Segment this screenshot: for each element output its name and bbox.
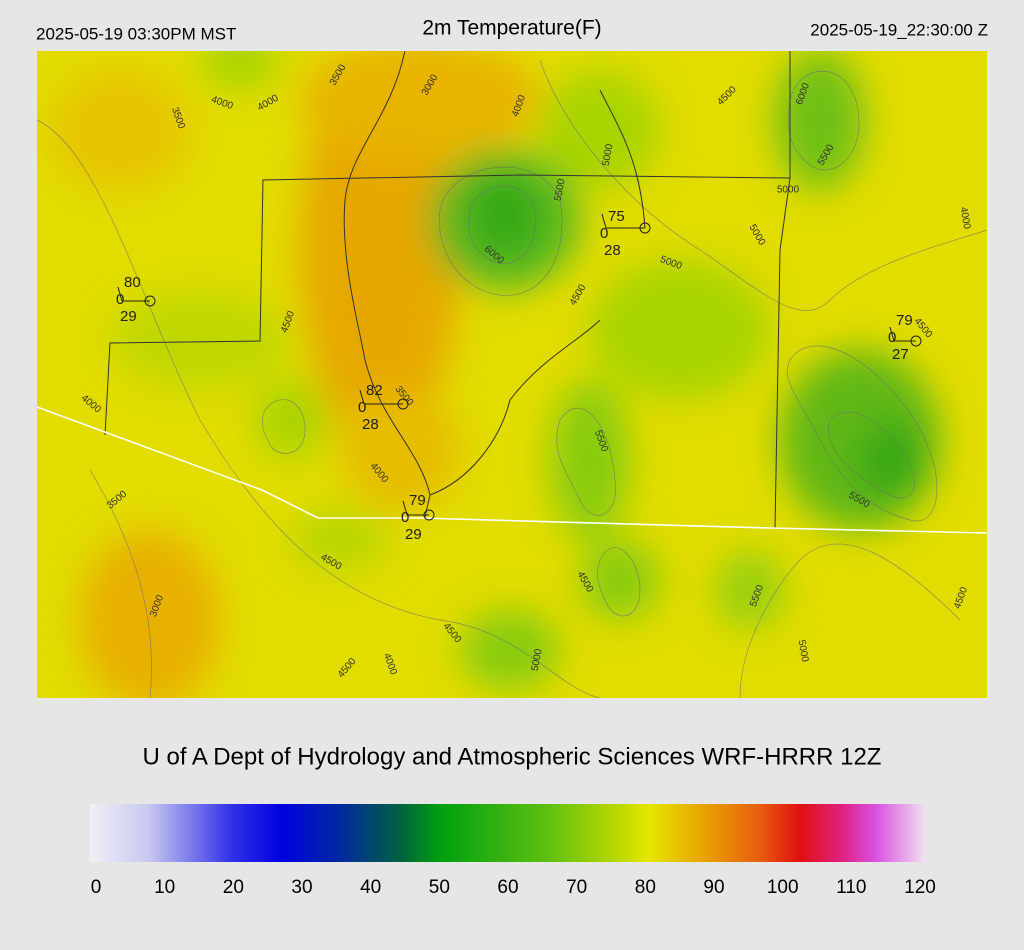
contour-label: 5000 — [796, 639, 811, 663]
colorbar-tick-label: 80 — [635, 877, 656, 898]
wind-barb-tick — [889, 326, 895, 342]
contour-label: 5500 — [553, 178, 568, 202]
wind-barb-tick — [601, 213, 607, 229]
colorbar-tick-label: 110 — [836, 877, 866, 898]
station-temperature: 80 — [124, 274, 141, 291]
wind-barb-tick — [402, 500, 408, 516]
station-wind: 0 — [401, 509, 409, 526]
temperature-shading — [50, 51, 940, 698]
valid-time-local: 2025-05-19 03:30PM MST — [36, 24, 236, 43]
station-dewpoint: 29 — [405, 526, 422, 543]
colorbar-tick-label: 40 — [360, 877, 381, 898]
station-dewpoint: 29 — [120, 308, 137, 325]
station-temperature: 82 — [366, 382, 383, 399]
boundaries — [104, 51, 791, 529]
colorbar-tick-group: 0 10 20 30 40 50 60 70 80 90 100 110 120 — [91, 877, 936, 898]
contour-label: 5000 — [530, 648, 545, 672]
colorbar-tick-label: 100 — [767, 877, 799, 898]
colorbar-tick-label: 70 — [566, 877, 587, 898]
colorbar-tick-label: 120 — [904, 877, 936, 898]
credit: U of A Dept of Hydrology and Atmospheric… — [143, 743, 882, 770]
colorbar — [90, 804, 925, 862]
station-wind: 0 — [888, 329, 896, 346]
station-marker — [144, 295, 156, 307]
station-wind: 0 — [116, 291, 124, 308]
station-wind: 0 — [358, 399, 366, 416]
contour-lines — [37, 59, 987, 698]
contour-label: 5000 — [777, 185, 800, 196]
contour-label: 5000 — [601, 143, 616, 167]
colorbar-tick-label: 0 — [91, 877, 102, 898]
station-temperature: 79 — [409, 492, 426, 509]
boundary-white — [37, 406, 987, 534]
station-marker — [639, 222, 651, 234]
colorbar-tick-label: 90 — [703, 877, 724, 898]
station-temperature: 75 — [608, 208, 625, 225]
station-temperature: 79 — [896, 312, 913, 329]
contour-label: 4000 — [958, 206, 973, 230]
station-dewpoint: 27 — [892, 346, 909, 363]
station-dewpoint: 28 — [362, 416, 379, 433]
colorbar-tick-label: 60 — [497, 877, 518, 898]
wind-barb-tick — [117, 286, 123, 302]
station-dewpoint: 28 — [604, 242, 621, 259]
station-marker — [423, 509, 435, 521]
valid-time-utc: 2025-05-19_22:30:00 Z — [810, 20, 988, 39]
station-marker — [397, 398, 409, 410]
colorbar-tick-label: 10 — [154, 877, 175, 898]
station-wind: 0 — [600, 225, 608, 242]
station-marker — [910, 335, 922, 347]
wind-barb-tick — [359, 389, 365, 405]
colorbar-tick-label: 20 — [223, 877, 244, 898]
colorbar-tick-label: 30 — [291, 877, 312, 898]
map-title: 2m Temperature(F) — [422, 17, 601, 40]
colorbar-tick-label: 50 — [429, 877, 450, 898]
